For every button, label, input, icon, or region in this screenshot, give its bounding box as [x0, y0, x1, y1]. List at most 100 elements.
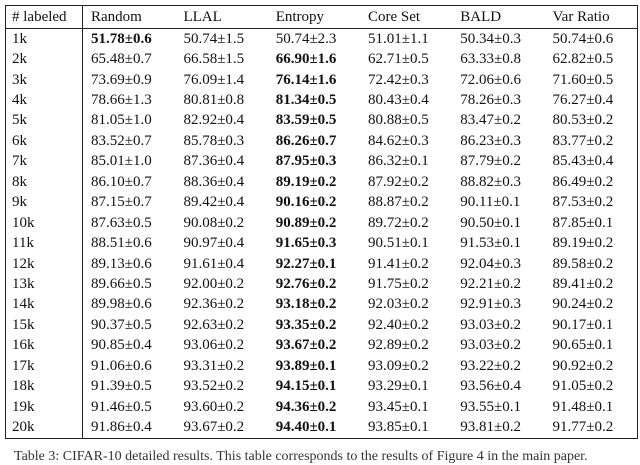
row-label: 16k — [5, 335, 83, 356]
result-cell: 66.58±1.5 — [183, 51, 245, 68]
row-label: 4k — [5, 90, 83, 111]
result-cell: 94.15±0.1 — [275, 378, 337, 395]
result-cell: 93.89±0.1 — [275, 357, 337, 374]
row-label: 8k — [5, 172, 83, 193]
result-cell: 93.35±0.2 — [275, 316, 337, 333]
row-label: 17k — [5, 356, 83, 377]
row-label: 18k — [5, 376, 83, 397]
result-cell: 82.92±0.4 — [183, 112, 245, 129]
result-cell: 80.81±0.8 — [183, 92, 245, 109]
result-cell: 85.01±1.0 — [91, 153, 152, 170]
result-cell: 87.95±0.3 — [275, 153, 337, 170]
result-cell: 90.50±0.1 — [460, 214, 521, 231]
header-cell: Core Set — [359, 5, 453, 29]
result-cell: 91.61±0.4 — [183, 255, 245, 272]
result-cell: 85.78±0.3 — [183, 132, 245, 149]
result-cell: 90.97±0.4 — [183, 235, 245, 252]
result-cell: 62.82±0.5 — [552, 51, 614, 68]
result-cell: 93.03±0.2 — [460, 316, 521, 333]
row-label: 9k — [5, 192, 83, 213]
result-cell: 87.53±0.2 — [552, 194, 614, 211]
result-cell: 89.72±0.2 — [367, 214, 429, 231]
table-row: 8k 86.10±0.7 88.36±0.4 89.19±0.2 87.92±0.2 88… — [5, 172, 638, 193]
table-row: 3k 73.69±0.9 76.09±1.4 76.14±1.6 72.42±0.3 72… — [5, 69, 638, 91]
result-cell: 85.43±0.4 — [552, 153, 614, 170]
result-cell: 92.36±0.2 — [183, 296, 245, 313]
table-row: 4k 78.66±1.3 80.81±0.8 81.34±0.5 80.43±0.4 78… — [5, 90, 638, 111]
row-label: 1k — [5, 28, 83, 50]
row-label: 11k — [5, 233, 83, 254]
result-cell: 89.19±0.2 — [275, 173, 337, 190]
result-cell: 51.01±1.1 — [367, 30, 429, 47]
result-cell: 78.26±0.3 — [460, 92, 521, 109]
result-cell: 81.34±0.5 — [275, 92, 337, 109]
row-label: 15k — [5, 315, 83, 336]
result-cell: 87.92±0.2 — [367, 173, 429, 190]
header-cell: Var Ratio — [544, 5, 638, 29]
result-cell: 87.63±0.5 — [91, 214, 152, 231]
result-cell: 92.76±0.2 — [275, 275, 337, 292]
result-cell: 94.40±0.1 — [275, 419, 337, 436]
result-cell: 91.39±0.5 — [91, 378, 152, 395]
result-cell: 92.21±0.2 — [460, 275, 521, 292]
result-cell: 83.77±0.2 — [552, 132, 614, 149]
result-cell: 71.60±0.5 — [552, 71, 614, 88]
table-row: 10k 87.63±0.5 90.08±0.2 90.89±0.2 89.72±0.2 9… — [5, 212, 638, 234]
result-cell: 80.88±0.5 — [367, 112, 429, 129]
table-row: 13k 89.66±0.5 92.00±0.2 92.76±0.2 91.75±0.2 9… — [5, 274, 638, 295]
row-label: 2k — [5, 49, 83, 70]
result-cell: 66.90±1.6 — [275, 51, 337, 68]
result-cell: 90.85±0.4 — [91, 337, 152, 354]
result-cell: 89.58±0.2 — [552, 255, 614, 272]
result-cell: 93.67±0.2 — [275, 337, 337, 354]
result-cell: 80.53±0.2 — [552, 112, 614, 129]
result-cell: 72.42±0.3 — [367, 71, 429, 88]
result-cell: 65.48±0.7 — [91, 51, 152, 68]
result-cell: 91.41±0.2 — [367, 255, 429, 272]
result-cell: 93.03±0.2 — [460, 337, 521, 354]
result-cell: 87.85±0.1 — [552, 214, 614, 231]
result-cell: 93.52±0.2 — [183, 378, 245, 395]
result-cell: 93.06±0.2 — [183, 337, 245, 354]
table-row: 6k 83.52±0.7 85.78±0.3 86.26±0.7 84.62±0.3 86… — [5, 131, 638, 152]
result-cell: 86.10±0.7 — [91, 173, 152, 190]
result-cell: 93.31±0.2 — [183, 357, 245, 374]
table-row: 2k 65.48±0.7 66.58±1.5 66.90±1.6 62.71±0.5 63… — [5, 49, 638, 70]
result-cell: 83.47±0.2 — [460, 112, 521, 129]
table-row: 18k 91.39±0.5 93.52±0.2 94.15±0.1 93.29±0.1 9… — [5, 376, 638, 397]
result-cell: 92.89±0.2 — [367, 337, 429, 354]
row-label: 3k — [5, 69, 83, 91]
result-cell: 87.36±0.4 — [183, 153, 245, 170]
table-row: 17k 91.06±0.6 93.31±0.2 93.89±0.1 93.09±0.2 9… — [5, 356, 638, 377]
header-cell: BALD — [452, 5, 545, 29]
header-cell: # labeled — [5, 5, 83, 29]
result-cell: 86.23±0.3 — [460, 132, 521, 149]
result-cell: 90.51±0.1 — [367, 235, 429, 252]
result-cell: 91.75±0.2 — [367, 275, 429, 292]
result-cell: 90.24±0.2 — [552, 296, 614, 313]
result-cell: 76.09±1.4 — [183, 71, 245, 88]
result-cell: 91.06±0.6 — [91, 357, 152, 374]
result-cell: 91.48±0.1 — [552, 398, 614, 415]
result-cell: 78.66±1.3 — [91, 92, 152, 109]
result-cell: 90.65±0.1 — [552, 337, 614, 354]
result-cell: 89.19±0.2 — [552, 235, 614, 252]
caption: Table 3: CIFAR-10 detailed results. This… — [14, 449, 588, 464]
result-cell: 87.79±0.2 — [460, 153, 521, 170]
row-label: 19k — [5, 396, 83, 418]
table-body: 1k 51.78±0.6 50.74±1.5 50.74±2.3 51.01±1.1 50… — [5, 28, 638, 439]
result-cell: 84.62±0.3 — [367, 132, 429, 149]
result-cell: 93.45±0.1 — [367, 398, 429, 415]
row-label: 10k — [5, 212, 83, 234]
table-row: 5k 81.05±1.0 82.92±0.4 83.59±0.5 80.88±0.5 83… — [5, 110, 638, 132]
result-cell: 80.43±0.4 — [367, 92, 429, 109]
result-cell: 90.16±0.2 — [275, 194, 337, 211]
result-cell: 93.56±0.4 — [460, 378, 521, 395]
result-cell: 50.74±0.6 — [552, 30, 614, 47]
table-row: 12k 89.13±0.6 91.61±0.4 92.27±0.1 91.41±0.2 9… — [5, 253, 638, 275]
result-cell: 50.34±0.3 — [460, 30, 521, 47]
result-cell: 93.60±0.2 — [183, 398, 245, 415]
result-cell: 93.18±0.2 — [275, 296, 337, 313]
table-row: 19k 91.46±0.5 93.60±0.2 94.36±0.2 93.45±0.1 9… — [5, 396, 638, 418]
